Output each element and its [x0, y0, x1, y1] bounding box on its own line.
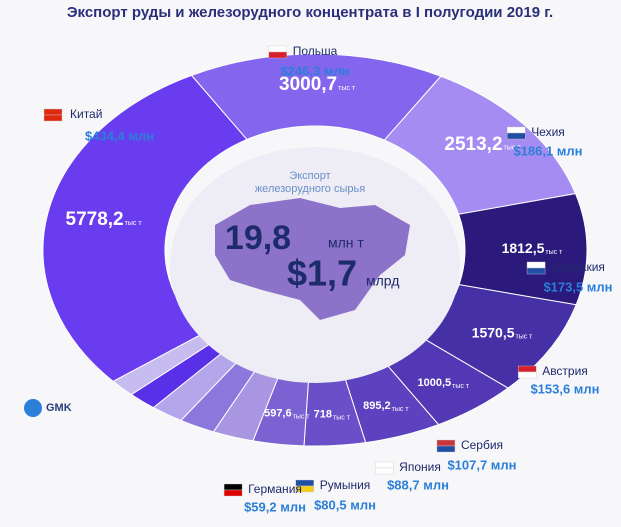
value-unit: тыс т — [504, 145, 522, 152]
value-label: 3000,7 — [279, 74, 337, 95]
center-volume: 19,8 — [225, 219, 291, 257]
logo: GMK — [46, 402, 72, 414]
country-name: Германия — [248, 482, 302, 496]
value-unit: тыс т — [516, 334, 534, 341]
flag — [526, 261, 546, 269]
flag — [223, 489, 243, 497]
revenue-label: $88,7 млн — [387, 477, 449, 492]
donut-segment — [42, 74, 248, 382]
revenue-label: $434,4 млн — [85, 128, 154, 143]
country-name: Словакия — [551, 260, 605, 274]
value-label: 1812,5 — [502, 240, 545, 256]
value-unit: тыс т — [333, 414, 351, 421]
value-label: 1570,5 — [472, 324, 515, 340]
center-value: $1,7 — [287, 253, 357, 294]
center-label: Экспорт железорудного сырья — [254, 170, 366, 195]
value-unit: тыс т — [338, 85, 356, 92]
center-value-unit: млрд — [366, 273, 399, 289]
country-name: Сербия — [461, 438, 503, 452]
value-label: 895,2 — [363, 400, 391, 412]
country-name: Китай — [70, 107, 102, 121]
country-name: Румыния — [320, 478, 371, 492]
flag — [506, 132, 526, 140]
flag — [295, 485, 314, 493]
value-label: 5778,2 — [66, 209, 124, 230]
ukraine-map — [215, 198, 410, 320]
value-unit: тыс т — [125, 220, 143, 227]
revenue-label: $80,5 млн — [314, 497, 376, 512]
value-label: 2513,2 — [444, 134, 502, 155]
flag — [43, 108, 63, 116]
flag — [526, 267, 546, 275]
country-name: Чехия — [531, 125, 565, 139]
revenue-label: $153,6 млн — [530, 381, 599, 396]
center-volume-unit: млн т — [328, 235, 364, 251]
flag — [517, 365, 537, 373]
value-label: 1000,5 — [417, 377, 451, 389]
flag — [374, 461, 394, 469]
flag — [268, 45, 287, 53]
value-unit: тыс т — [293, 413, 311, 420]
country-name: Австрия — [542, 364, 588, 378]
donut-segment — [190, 53, 442, 141]
revenue-label: $107,7 млн — [447, 457, 516, 472]
flag — [43, 114, 63, 122]
revenue-label: $59,2 млн — [244, 499, 306, 514]
value-label: 597,6 — [264, 407, 292, 419]
revenue-label: $186,1 млн — [513, 143, 582, 158]
country-name: Польша — [293, 44, 338, 58]
revenue-label: $173,5 млн — [543, 279, 612, 294]
flag — [223, 483, 243, 491]
flag — [374, 467, 394, 475]
flag — [436, 439, 456, 447]
chart-title: Экспорт руды и железорудного концентрата… — [67, 4, 553, 21]
flag — [506, 126, 526, 134]
value-unit: тыс т — [545, 249, 563, 256]
value-label: 718 — [314, 408, 332, 420]
flag — [436, 445, 456, 453]
country-name: Япония — [399, 460, 441, 474]
value-unit: тыс т — [452, 383, 470, 390]
logo-icon — [24, 399, 42, 417]
flag — [268, 51, 287, 59]
flag — [517, 371, 537, 379]
value-unit: тыс т — [392, 406, 410, 413]
revenue-label: $246,3 млн — [280, 63, 349, 78]
